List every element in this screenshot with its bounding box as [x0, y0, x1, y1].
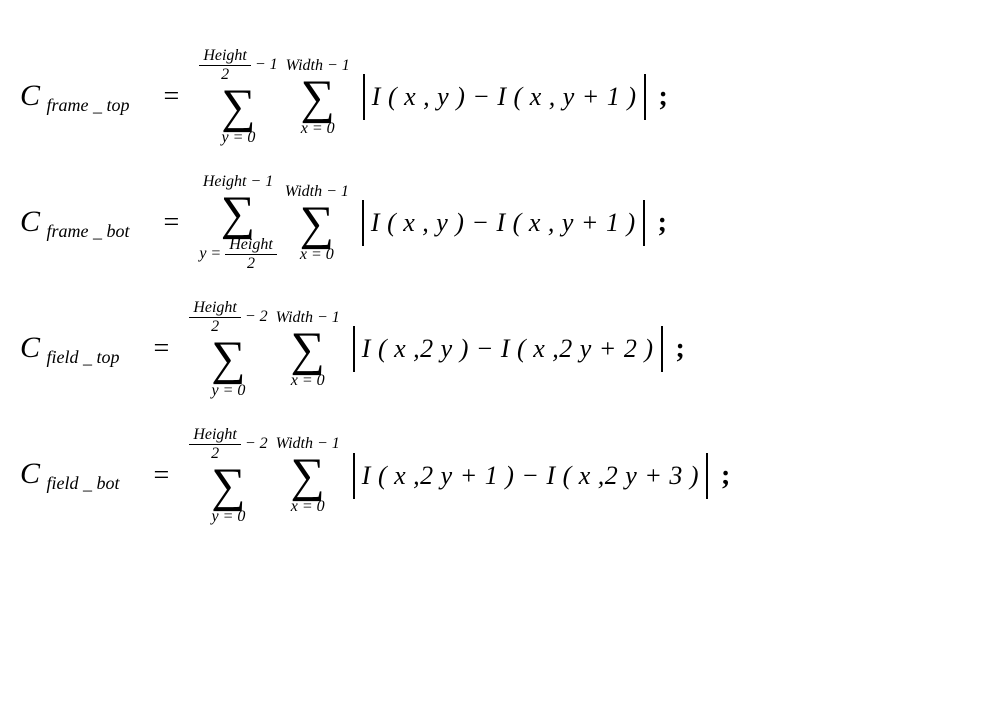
outer-sum: Height 2 − 1 ∑ y = 0: [199, 48, 277, 146]
sum-lower: y = Height 2: [199, 237, 276, 272]
abs-bar-icon: [362, 200, 364, 246]
equals-sign: =: [164, 81, 180, 113]
inner-sum: Width − 1 ∑ x = 0: [285, 184, 349, 263]
frac-num: Height: [225, 237, 277, 255]
frac-den: 2: [247, 255, 255, 272]
equals-sign: =: [154, 460, 170, 492]
var-C-subscript: field _ top: [47, 347, 120, 367]
upper-tail: − 2: [241, 309, 268, 326]
sum-lower: y = 0: [222, 130, 256, 146]
inner-sum: Width − 1 ∑ x = 0: [276, 436, 340, 515]
sum-upper: Height 2 − 2: [189, 300, 267, 335]
semicolon: ;: [676, 333, 685, 365]
equals-sign: =: [154, 333, 170, 365]
equation-row: C field _ top = Height 2 − 2 ∑ y = 0 Wid…: [20, 300, 966, 398]
outer-sum: Height 2 − 2 ∑ y = 0: [189, 427, 267, 525]
lhs: C frame _ bot: [20, 205, 130, 242]
outer-sum: Height − 1 ∑ y = Height 2: [199, 174, 276, 272]
abs-inner: I ( x ,2 y + 1 ) − I ( x ,2 y + 3 ): [358, 457, 703, 495]
sum-lower: y = 0: [212, 383, 246, 399]
abs-bar-icon: [363, 74, 365, 120]
abs-bar-icon: [661, 326, 663, 372]
inner-sum: Width − 1 ∑ x = 0: [286, 58, 350, 137]
equation-row: C frame _ top = Height 2 − 1 ∑ y = 0 Wid…: [20, 48, 966, 146]
var-C: C: [20, 79, 40, 112]
lower-prefix: y =: [199, 246, 225, 263]
abs-bar-icon: [353, 453, 355, 499]
var-C: C: [20, 331, 40, 364]
abs-inner: I ( x , y ) − I ( x , y + 1 ): [367, 204, 640, 242]
sum-lower: y = 0: [212, 509, 246, 525]
frac-num: Height: [199, 48, 251, 66]
abs-expression: I ( x , y ) − I ( x , y + 1 ): [359, 200, 648, 246]
height-over-2: Height 2: [189, 300, 241, 335]
frac-num: Height: [189, 300, 241, 318]
sum-lower: x = 0: [300, 247, 334, 263]
height-over-2: Height 2: [189, 427, 241, 462]
sum-upper: Height 2 − 2: [189, 427, 267, 462]
equation-row: C frame _ bot = Height − 1 ∑ y = Height …: [20, 174, 966, 272]
abs-bar-icon: [706, 453, 708, 499]
inner-sum: Width − 1 ∑ x = 0: [276, 310, 340, 389]
abs-expression: I ( x , y ) − I ( x , y + 1 ): [360, 74, 649, 120]
abs-inner: I ( x , y ) − I ( x , y + 1 ): [368, 78, 641, 116]
lhs: C field _ bot: [20, 457, 120, 494]
var-C: C: [20, 457, 40, 490]
abs-bar-icon: [644, 74, 646, 120]
height-over-2: Height 2: [199, 48, 251, 83]
var-C-subscript: field _ bot: [47, 473, 120, 493]
semicolon: ;: [659, 81, 668, 113]
sigma-icon: ∑: [291, 454, 325, 497]
var-C-subscript: frame _ bot: [47, 221, 130, 241]
sigma-icon: ∑: [301, 76, 335, 119]
var-C: C: [20, 205, 40, 238]
height-over-2: Height 2: [225, 237, 277, 272]
sigma-icon: ∑: [221, 85, 255, 128]
lhs: C frame _ top: [20, 79, 130, 116]
semicolon: ;: [721, 460, 730, 492]
var-C-subscript: frame _ top: [47, 95, 130, 115]
abs-expression: I ( x ,2 y ) − I ( x ,2 y + 2 ): [350, 326, 666, 372]
sigma-icon: ∑: [291, 328, 325, 371]
abs-inner: I ( x ,2 y ) − I ( x ,2 y + 2 ): [358, 330, 658, 368]
sigma-icon: ∑: [300, 202, 334, 245]
sum-lower: x = 0: [291, 499, 325, 515]
abs-bar-icon: [643, 200, 645, 246]
sum-lower: x = 0: [301, 121, 335, 137]
sigma-icon: ∑: [211, 337, 245, 380]
sigma-icon: ∑: [211, 464, 245, 507]
upper-tail: − 1: [251, 56, 278, 73]
sum-lower: x = 0: [291, 373, 325, 389]
equation-row: C field _ bot = Height 2 − 2 ∑ y = 0 Wid…: [20, 427, 966, 525]
sum-upper: Height 2 − 1: [199, 48, 277, 83]
semicolon: ;: [658, 207, 667, 239]
abs-bar-icon: [353, 326, 355, 372]
equals-sign: =: [164, 207, 180, 239]
outer-sum: Height 2 − 2 ∑ y = 0: [189, 300, 267, 398]
abs-expression: I ( x ,2 y + 1 ) − I ( x ,2 y + 3 ): [350, 453, 711, 499]
sigma-icon: ∑: [221, 192, 255, 235]
upper-tail: − 2: [241, 435, 268, 452]
lhs: C field _ top: [20, 331, 120, 368]
frac-num: Height: [189, 427, 241, 445]
